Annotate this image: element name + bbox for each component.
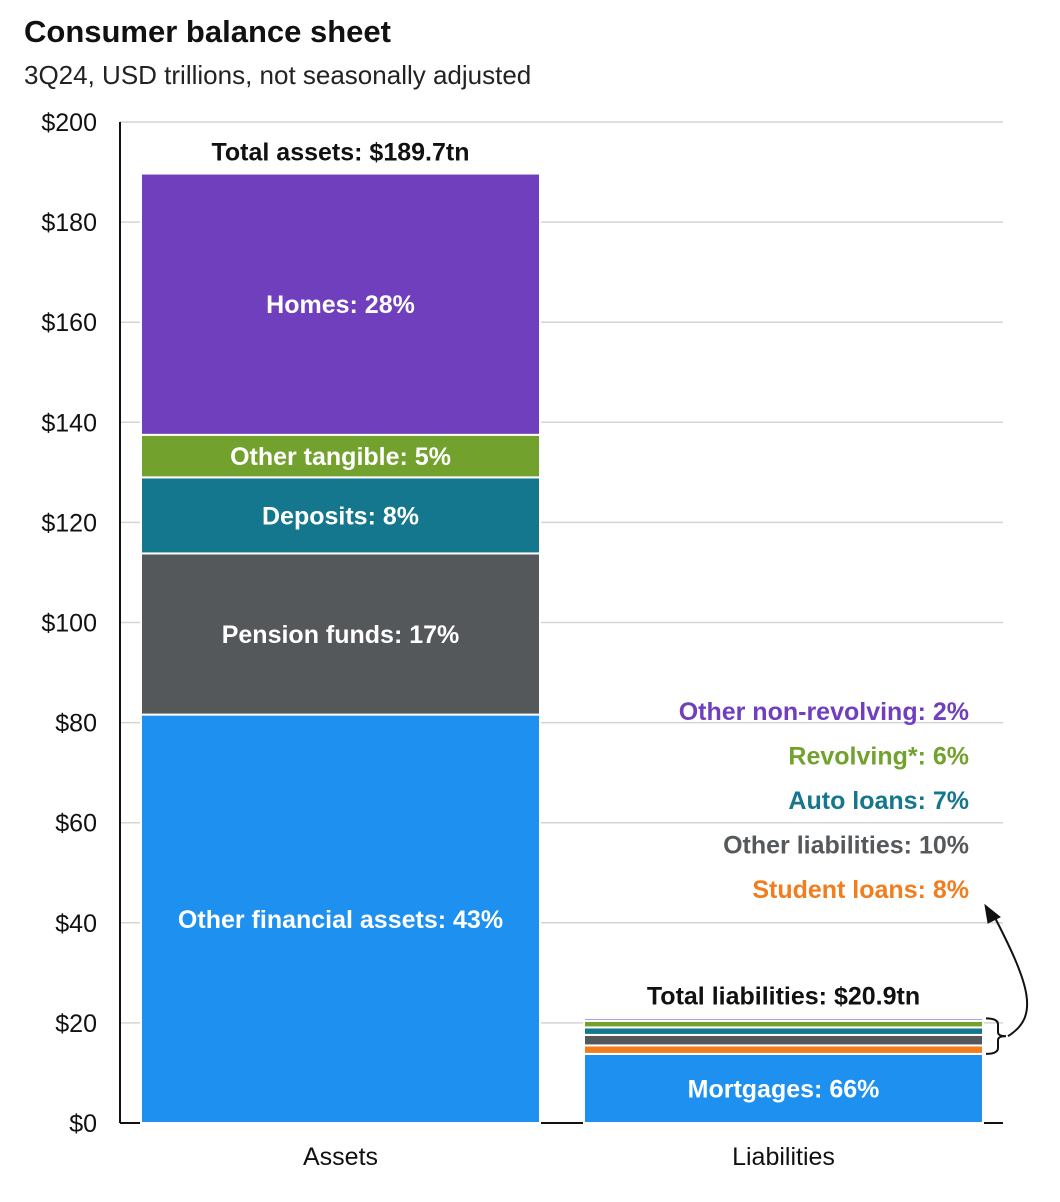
segment-label: Other tangible: 5% [230,443,451,471]
callout-arrow [991,911,1029,1038]
segment-label: Mortgages: 66% [688,1075,880,1103]
segment-label: Deposits: 8% [262,502,419,530]
assets-total-label: Total assets: $189.7tn [212,139,470,167]
y-tick-label: $200 [41,109,97,137]
y-tick-label: $100 [41,610,97,638]
chart-title: Consumer balance sheet [24,14,391,49]
bar-segment [583,1044,984,1055]
y-tick-label: $120 [41,509,97,537]
callout-label: Student loans: 8% [752,876,969,904]
callout-label: Other liabilities: 10% [723,832,969,860]
y-tick-label: $160 [41,309,97,337]
x-category-label: Liabilities [732,1143,835,1171]
segment-label: Homes: 28% [266,291,415,319]
segment-label: Other financial assets: 43% [178,906,503,934]
segment-label: Pension funds: 17% [222,621,460,649]
chart-subtitle: 3Q24, USD trillions, not seasonally adju… [24,60,532,90]
y-tick-label: $40 [55,910,97,938]
bracket [985,1017,1007,1055]
y-tick-label: $180 [41,209,97,237]
y-tick-label: $20 [55,1010,97,1038]
callout-label: Auto loans: 7% [788,787,969,815]
y-tick-label: $140 [41,409,97,437]
y-tick-label: $80 [55,710,97,738]
bar-segment [583,1033,984,1047]
callout-label: Other non-revolving: 2% [679,698,969,726]
bar-segment [140,172,541,436]
y-tick-label: $60 [55,810,97,838]
liabilities-total-label: Total liabilities: $20.9tn [647,982,920,1010]
bar-segment [583,1017,984,1022]
arrow-head [984,903,1001,924]
bar-segment [583,1052,984,1125]
x-category-label: Assets [303,1143,378,1171]
callout-label: Revolving*: 6% [788,743,969,771]
bar-segment [583,1026,984,1036]
y-tick-label: $0 [69,1110,97,1138]
